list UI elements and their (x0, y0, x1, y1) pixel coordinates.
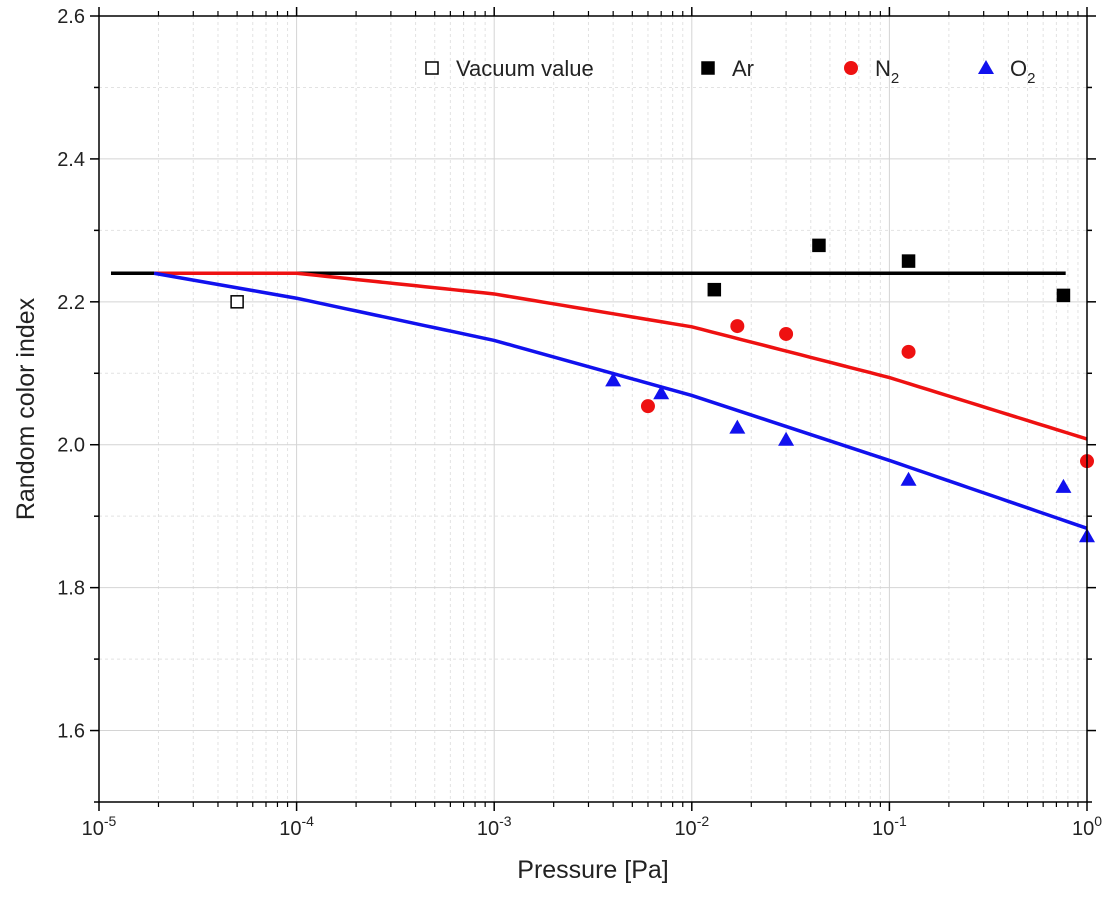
data-point-ar (812, 238, 826, 253)
y-axis-title: Random color index (12, 297, 40, 520)
fit-curve-2 (153, 271, 1088, 530)
y-tick-label: 1.6 (57, 721, 85, 743)
data-points (230, 238, 1095, 543)
x-axis-title: Pressure [Pa] (517, 856, 668, 884)
legend-label: Ar (732, 56, 754, 81)
data-point-n2 (730, 319, 745, 334)
legend-marker (425, 61, 439, 75)
y-tick-label: 2.0 (57, 435, 85, 457)
data-point-n2 (901, 344, 916, 359)
data-point-o2 (778, 431, 795, 446)
y-tick-label: 2.2 (57, 292, 85, 314)
legend-marker (844, 61, 858, 75)
y-tick-label: 2.6 (57, 6, 85, 28)
data-point-o2 (729, 419, 746, 434)
data-point-n2 (779, 326, 794, 341)
x-tick-label: 10-5 (82, 813, 117, 840)
grid (98, 15, 1088, 803)
fit-curves (110, 271, 1088, 530)
fit-curve-1 (154, 271, 1088, 441)
plot-frame (98, 15, 1088, 803)
x-tick-label: 10-3 (477, 813, 512, 840)
data-point-o2 (900, 471, 917, 486)
data-point-ar (901, 254, 916, 268)
y-tick-label: 2.4 (57, 149, 85, 171)
x-tick-label: 10-2 (674, 813, 709, 840)
x-tick-label: 10-4 (279, 813, 314, 840)
x-tick-label: 10-1 (872, 813, 907, 840)
axes: 10-5 10-4 10-3 10-2 10-1 100 1.6 1.8 2.0 2.2 2.4 2.… (57, 6, 1102, 840)
legend: Vacuum value Ar N2 O2 (425, 56, 1035, 87)
legend-label: O2 (1010, 56, 1035, 87)
data-point-ar (1056, 288, 1071, 303)
legend-label: Vacuum value (456, 56, 594, 81)
data-point-o2 (653, 385, 670, 400)
data-point-vacuum-value (230, 295, 244, 309)
legend-marker (701, 61, 715, 75)
data-point-ar (707, 282, 722, 297)
data-point-o2 (1055, 478, 1072, 493)
y-tick-label: 1.8 (57, 578, 85, 600)
data-point-n2 (640, 399, 655, 414)
x-tick-label: 100 (1072, 813, 1102, 840)
legend-label: N2 (875, 56, 899, 87)
data-point-o2 (605, 372, 622, 387)
legend-marker (978, 60, 994, 74)
